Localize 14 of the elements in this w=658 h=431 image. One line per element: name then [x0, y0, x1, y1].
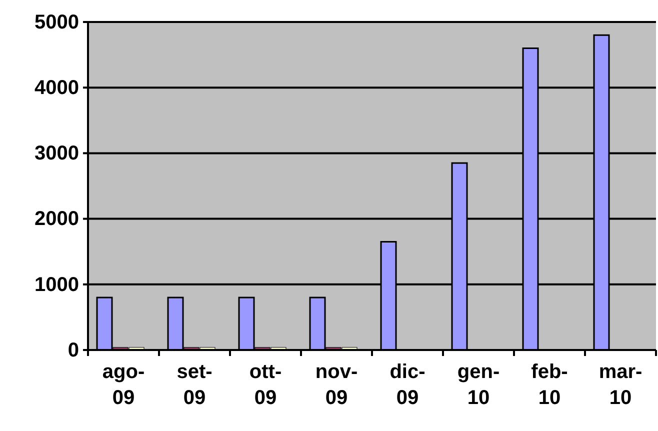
x-tick-label: feb-10 — [531, 361, 568, 409]
x-tick-label: dic-09 — [390, 361, 426, 409]
x-tick-label: set-09 — [176, 361, 212, 409]
y-tick-label: 4000 — [34, 77, 79, 99]
x-tick-label: ott-09 — [249, 361, 282, 409]
x-tick-label: ago-09 — [102, 361, 145, 409]
y-tick-label: 5000 — [34, 11, 79, 34]
y-tick-label: 2000 — [34, 208, 79, 230]
y-tick-label: 0 — [68, 339, 79, 362]
x-tick-label: nov-09 — [315, 361, 358, 409]
y-tick-label: 3000 — [34, 142, 79, 165]
x-tick-label: gen-10 — [457, 361, 500, 409]
x-tick-label: mar-10 — [598, 361, 642, 409]
y-tick-label: 1000 — [34, 274, 79, 296]
